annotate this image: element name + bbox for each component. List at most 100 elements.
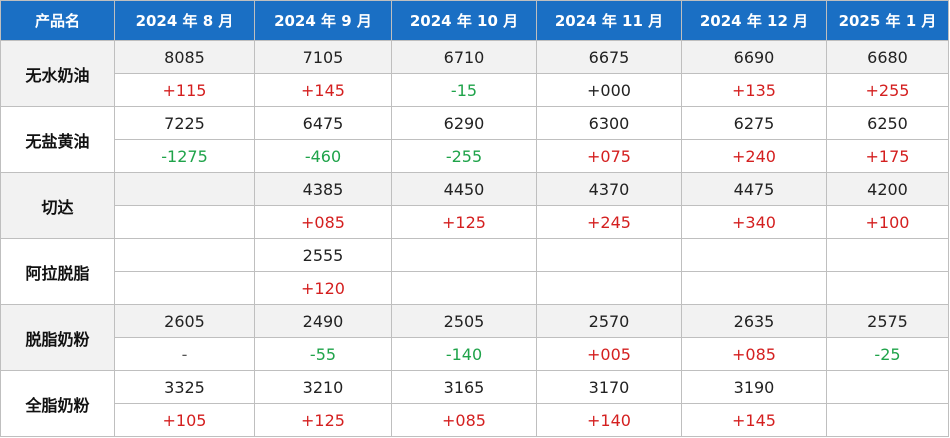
price-cell: 4200 — [826, 172, 949, 206]
change-cell — [114, 205, 255, 239]
header-month: 2025 年 1 月 — [826, 0, 949, 41]
product-name: 切达 — [0, 172, 115, 239]
change-cell: +000 — [536, 73, 682, 107]
header-row: 产品名 2024 年 8 月 2024 年 9 月 2024 年 10 月 20… — [0, 0, 949, 41]
price-cell: 7225 — [114, 106, 255, 140]
change-cell: +085 — [681, 337, 827, 371]
change-cell: +005 — [536, 337, 682, 371]
price-cell — [536, 238, 682, 272]
table-row-price: 无盐黄油 7225 6475 6290 6300 6275 6250 — [0, 106, 949, 173]
table-row-change: +115 +145 -15 +000 +135 +255 — [1, 73, 949, 107]
product-name: 无水奶油 — [0, 40, 115, 107]
price-cell: 7105 — [254, 40, 392, 74]
product-name: 阿拉脱脂 — [0, 238, 115, 305]
header-month: 2024 年 8 月 — [114, 0, 255, 41]
table-row-change: +085 +125 +245 +340 +100 — [1, 205, 949, 239]
price-cell: 6290 — [391, 106, 537, 140]
change-cell: +105 — [114, 403, 255, 437]
table-row-price: 全脂奶粉 3325 3210 3165 3170 3190 — [0, 370, 949, 437]
price-cell: 8085 — [114, 40, 255, 74]
change-cell: +145 — [681, 403, 827, 437]
price-cell: 3190 — [681, 370, 827, 404]
product-name: 无盐黄油 — [0, 106, 115, 173]
change-cell: +100 — [826, 205, 949, 239]
price-cell: 6475 — [254, 106, 392, 140]
price-cell: 6690 — [681, 40, 827, 74]
change-cell: -140 — [391, 337, 537, 371]
price-cell: 2505 — [391, 304, 537, 338]
change-cell — [114, 271, 255, 305]
change-cell: - — [114, 337, 255, 371]
change-cell — [681, 271, 827, 305]
table-row-change: +105 +125 +085 +140 +145 — [1, 403, 949, 437]
price-cell: 6675 — [536, 40, 682, 74]
change-cell: +140 — [536, 403, 682, 437]
change-cell: +085 — [391, 403, 537, 437]
change-cell: +245 — [536, 205, 682, 239]
price-cell: 2605 — [114, 304, 255, 338]
price-cell: 2570 — [536, 304, 682, 338]
header-month: 2024 年 11 月 — [536, 0, 682, 41]
change-cell: -1275 — [114, 139, 255, 173]
change-cell: +135 — [681, 73, 827, 107]
price-cell: 2490 — [254, 304, 392, 338]
price-cell: 3170 — [536, 370, 682, 404]
change-cell: +125 — [391, 205, 537, 239]
product-name: 全脂奶粉 — [0, 370, 115, 437]
header-month: 2024 年 9 月 — [254, 0, 392, 41]
price-cell — [114, 172, 255, 206]
change-cell: +075 — [536, 139, 682, 173]
product-name: 脱脂奶粉 — [0, 304, 115, 371]
change-cell: +115 — [114, 73, 255, 107]
change-cell: +255 — [826, 73, 949, 107]
table-body: 无水奶油 8085 7105 6710 6675 6690 6680 +115 +145 -15 +… — [0, 40, 949, 437]
change-cell — [391, 271, 537, 305]
change-cell: +240 — [681, 139, 827, 173]
price-cell: 6710 — [391, 40, 537, 74]
price-cell — [114, 238, 255, 272]
change-cell: +085 — [254, 205, 392, 239]
price-cell: 2575 — [826, 304, 949, 338]
change-cell — [826, 271, 949, 305]
price-cell: 3325 — [114, 370, 255, 404]
table-row-change: -1275 -460 -255 +075 +240 +175 — [1, 139, 949, 173]
price-cell: 6250 — [826, 106, 949, 140]
change-cell — [536, 271, 682, 305]
price-cell — [826, 370, 949, 404]
price-cell: 6275 — [681, 106, 827, 140]
table-row-price: 阿拉脱脂 2555 — [0, 238, 949, 305]
change-cell: +120 — [254, 271, 392, 305]
price-cell: 3165 — [391, 370, 537, 404]
change-cell: -460 — [254, 139, 392, 173]
header-month: 2024 年 12 月 — [681, 0, 827, 41]
price-cell: 4475 — [681, 172, 827, 206]
price-cell: 6680 — [826, 40, 949, 74]
price-cell: 2555 — [254, 238, 392, 272]
change-cell: +125 — [254, 403, 392, 437]
table-row-price: 切达 4385 4450 4370 4475 4200 — [0, 172, 949, 239]
price-cell: 6300 — [536, 106, 682, 140]
change-cell: +340 — [681, 205, 827, 239]
change-cell: -15 — [391, 73, 537, 107]
change-cell: +175 — [826, 139, 949, 173]
change-cell: -25 — [826, 337, 949, 371]
price-cell: 4370 — [536, 172, 682, 206]
change-cell: +145 — [254, 73, 392, 107]
header-month: 2024 年 10 月 — [391, 0, 537, 41]
change-cell: -255 — [391, 139, 537, 173]
change-cell — [826, 403, 949, 437]
price-cell: 4385 — [254, 172, 392, 206]
table-row-price: 无水奶油 8085 7105 6710 6675 6690 6680 — [0, 40, 949, 107]
header-product: 产品名 — [0, 0, 115, 41]
price-cell — [681, 238, 827, 272]
table-row-change: - -55 -140 +005 +085 -25 — [1, 337, 949, 371]
table-row-price: 脱脂奶粉 2605 2490 2505 2570 2635 2575 — [0, 304, 949, 371]
table-row-change: +120 — [1, 271, 949, 305]
price-cell: 4450 — [391, 172, 537, 206]
change-cell: -55 — [254, 337, 392, 371]
price-cell: 2635 — [681, 304, 827, 338]
price-cell — [826, 238, 949, 272]
price-cell — [391, 238, 537, 272]
price-cell: 3210 — [254, 370, 392, 404]
